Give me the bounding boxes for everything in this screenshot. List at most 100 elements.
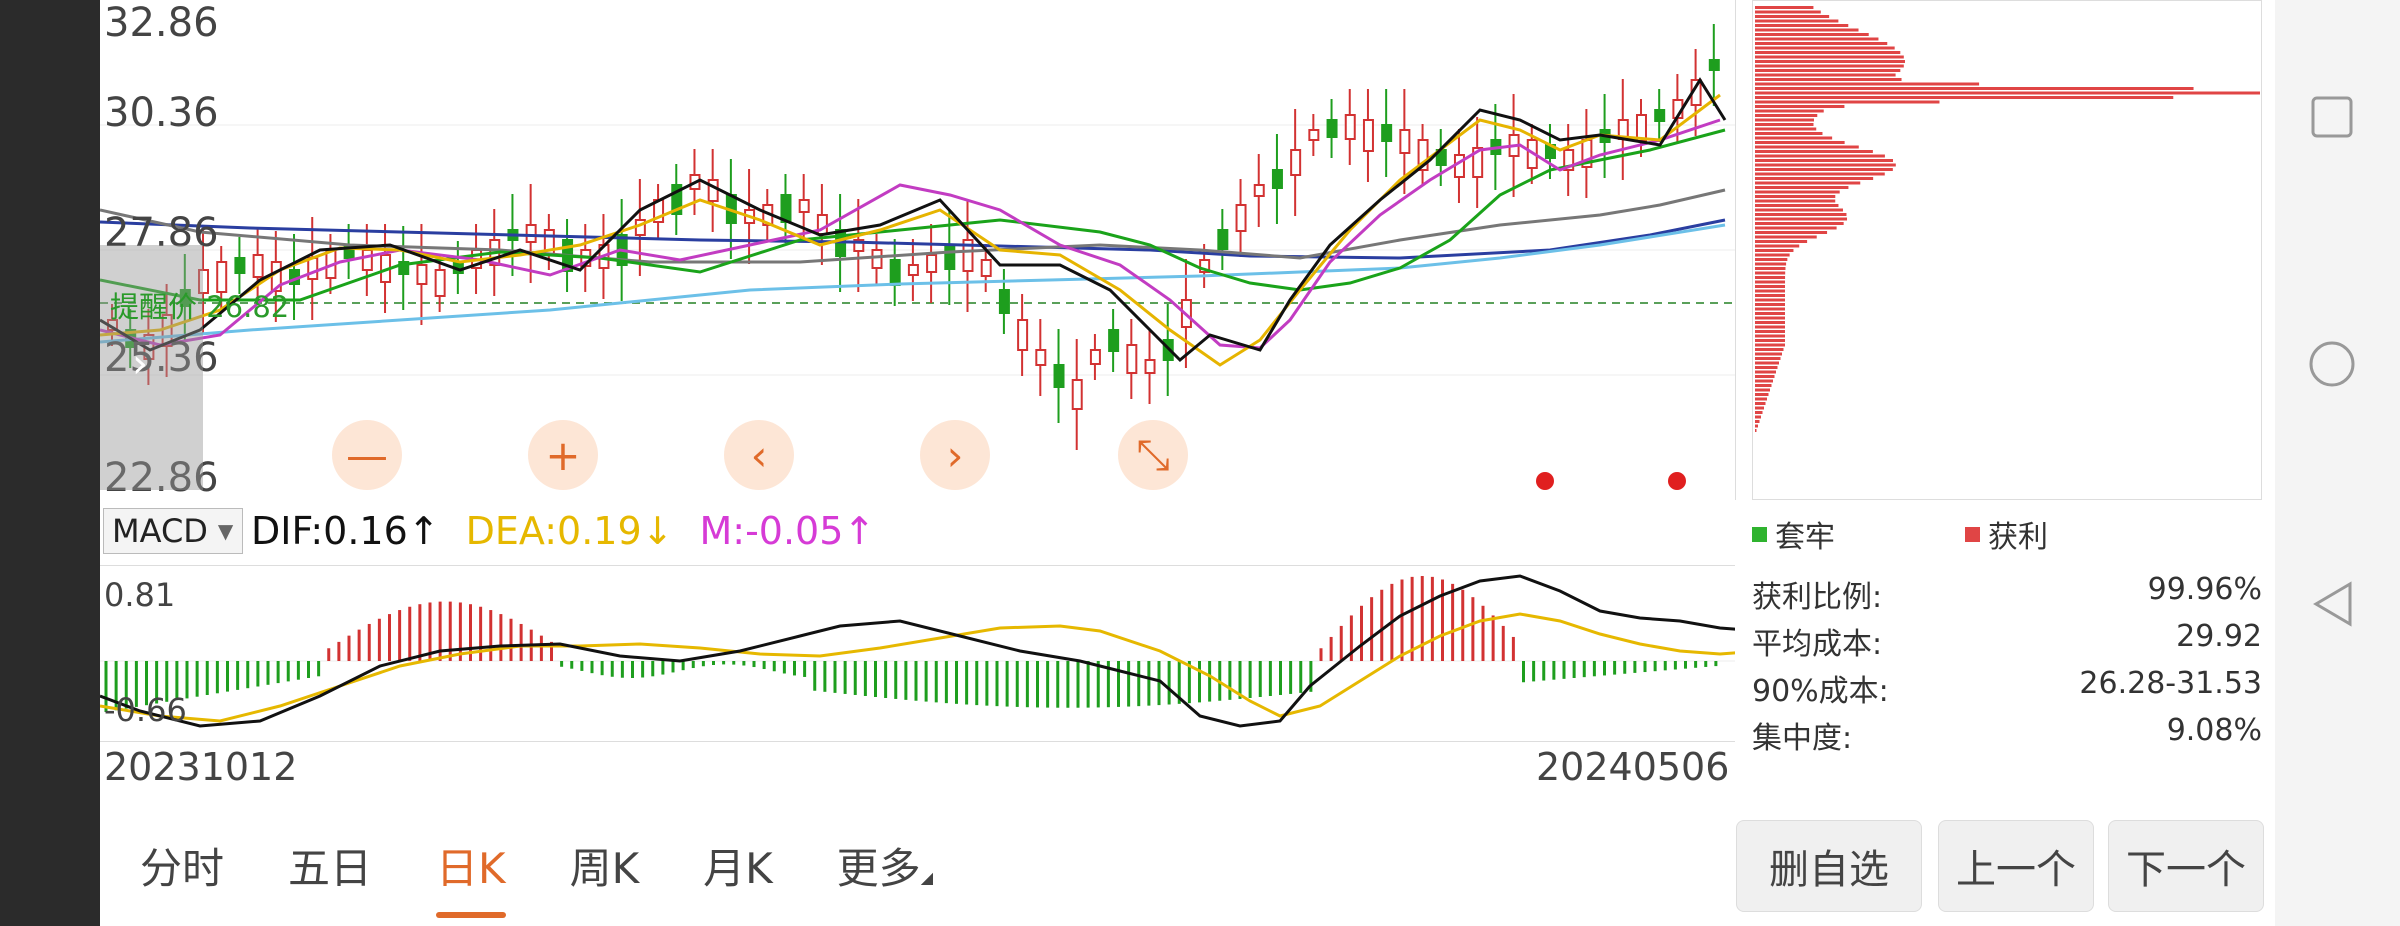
stat-concentration: 集中度: 9.08% [1752, 713, 2262, 757]
tab-more[interactable]: 更多◢ [837, 835, 933, 896]
candle-body [1417, 139, 1429, 171]
macd-chart[interactable]: 0.81 -0.66 [100, 565, 1735, 742]
candle-body [1108, 329, 1120, 352]
chip-bar [1755, 51, 1901, 54]
candle-body [1253, 184, 1265, 197]
chip-bar [1755, 78, 1902, 81]
candle-body [252, 254, 264, 278]
chip-bar [1755, 73, 1896, 77]
candle-body [416, 264, 428, 285]
tab-intraday[interactable]: 分时 [140, 844, 225, 893]
candle-body [798, 199, 810, 213]
chip-bar [1755, 69, 1901, 72]
macd-histogram [104, 576, 1718, 712]
chip-bar [1755, 226, 1837, 230]
candle-body [1381, 124, 1393, 142]
tab-daily-k[interactable]: 日K [436, 835, 506, 918]
candle-body [1453, 154, 1465, 178]
dif-line [100, 574, 1735, 728]
chip-bar [1755, 33, 1869, 36]
chevron-right-icon: › [132, 341, 148, 387]
legend-swatch-green [1752, 526, 1767, 542]
legend-profit: 获利 [1965, 512, 2048, 556]
candle-body [1271, 169, 1283, 189]
chip-bar [1755, 204, 1839, 207]
zoom-out-button[interactable]: — [332, 420, 402, 490]
chip-bar [1755, 132, 1823, 135]
candle-body [1053, 364, 1065, 388]
chip-bar [1755, 411, 1763, 414]
chip-bar [1755, 325, 1785, 329]
date-end: 20240506 [1536, 745, 1730, 789]
chip-bar [1755, 55, 1904, 59]
chip-bar [1755, 343, 1785, 347]
chip-bar [1755, 168, 1893, 171]
price-tick-1: 32.86 [104, 0, 219, 46]
chip-bar [1755, 19, 1839, 23]
candle-body [398, 261, 410, 275]
dea-value: DEA:0.19↓ [465, 509, 674, 553]
legend-label: 套牢 [1775, 520, 1835, 555]
candle-body [1235, 204, 1247, 232]
chip-bar [1755, 379, 1773, 383]
prev-button[interactable]: ‹ [724, 420, 794, 490]
stat-value: 9.08% [2166, 713, 2262, 748]
tab-monthly-k[interactable]: 月K [703, 844, 773, 893]
tab-weekly-k[interactable]: 周K [569, 844, 640, 893]
kline-chart[interactable]: 32.86 30.36 27.86 25.36 22.86 › 提醒价 26.8… [100, 0, 1736, 501]
chip-bar [1755, 429, 1757, 432]
home-icon[interactable] [2308, 340, 2356, 388]
stat-label: 集中度: [1752, 721, 1853, 756]
back-icon[interactable] [2310, 580, 2354, 628]
candle-body [998, 289, 1010, 314]
chip-bar [1755, 6, 1814, 9]
chip-bar [1755, 60, 1905, 63]
selection-handle[interactable]: › [100, 245, 203, 490]
candle-body [1035, 349, 1047, 366]
ma-magenta-line [100, 118, 1721, 350]
stat-label: 90%成本: [1752, 674, 1889, 709]
chip-bar [1755, 240, 1808, 243]
next-button[interactable]: › [920, 420, 990, 490]
indicator-select[interactable]: MACD ▼ [103, 508, 243, 554]
macd-svg [100, 574, 1735, 728]
stat-profit-ratio: 获利比例: 99.96% [1752, 572, 2262, 616]
candlestick-series [107, 24, 1720, 450]
chip-bar [1755, 28, 1859, 32]
collapse-button[interactable]: ⤡ [1118, 420, 1188, 490]
chip-bar [1755, 100, 1940, 104]
dea-line [100, 612, 1735, 723]
candle-body [234, 257, 246, 274]
legend-trapped: 套牢 [1752, 512, 1835, 556]
candle-body [871, 249, 883, 269]
stat-label: 获利比例: [1752, 580, 1883, 615]
candle-body [962, 239, 974, 272]
candle-body [434, 269, 446, 297]
candle-body [1472, 147, 1484, 178]
tab-more-label: 更多 [836, 844, 921, 893]
tab-five-day[interactable]: 五日 [288, 844, 373, 893]
previous-stock-button[interactable]: 上一个 [1938, 820, 2094, 912]
chip-bar [1755, 289, 1786, 293]
remove-watchlist-button[interactable]: 删自选 [1736, 820, 1922, 912]
next-stock-button[interactable]: 下一个 [2108, 820, 2264, 912]
recent-apps-icon[interactable] [2310, 95, 2354, 139]
chip-bar [1755, 253, 1790, 257]
zoom-in-button[interactable]: + [528, 420, 598, 490]
candle-body [216, 261, 228, 293]
chip-bar [1755, 105, 1845, 108]
chip-bar [1755, 213, 1847, 216]
candle-body [1217, 229, 1229, 250]
chip-bar [1755, 330, 1785, 333]
chip-bar [1755, 321, 1785, 324]
candle-body [980, 259, 992, 277]
stat-value: 26.28-31.53 [2079, 666, 2262, 701]
chip-histogram [1755, 6, 2260, 432]
macd-header: MACD ▼ DIF:0.16↑ DEA:0.19↓ M:-0.05↑ [103, 505, 875, 557]
chip-bar [1755, 316, 1785, 320]
chip-bar [1755, 154, 1885, 158]
chip-bar [1755, 127, 1817, 131]
signal-dot [1668, 472, 1686, 490]
chip-bar [1755, 190, 1840, 194]
chip-bar [1755, 91, 2260, 95]
